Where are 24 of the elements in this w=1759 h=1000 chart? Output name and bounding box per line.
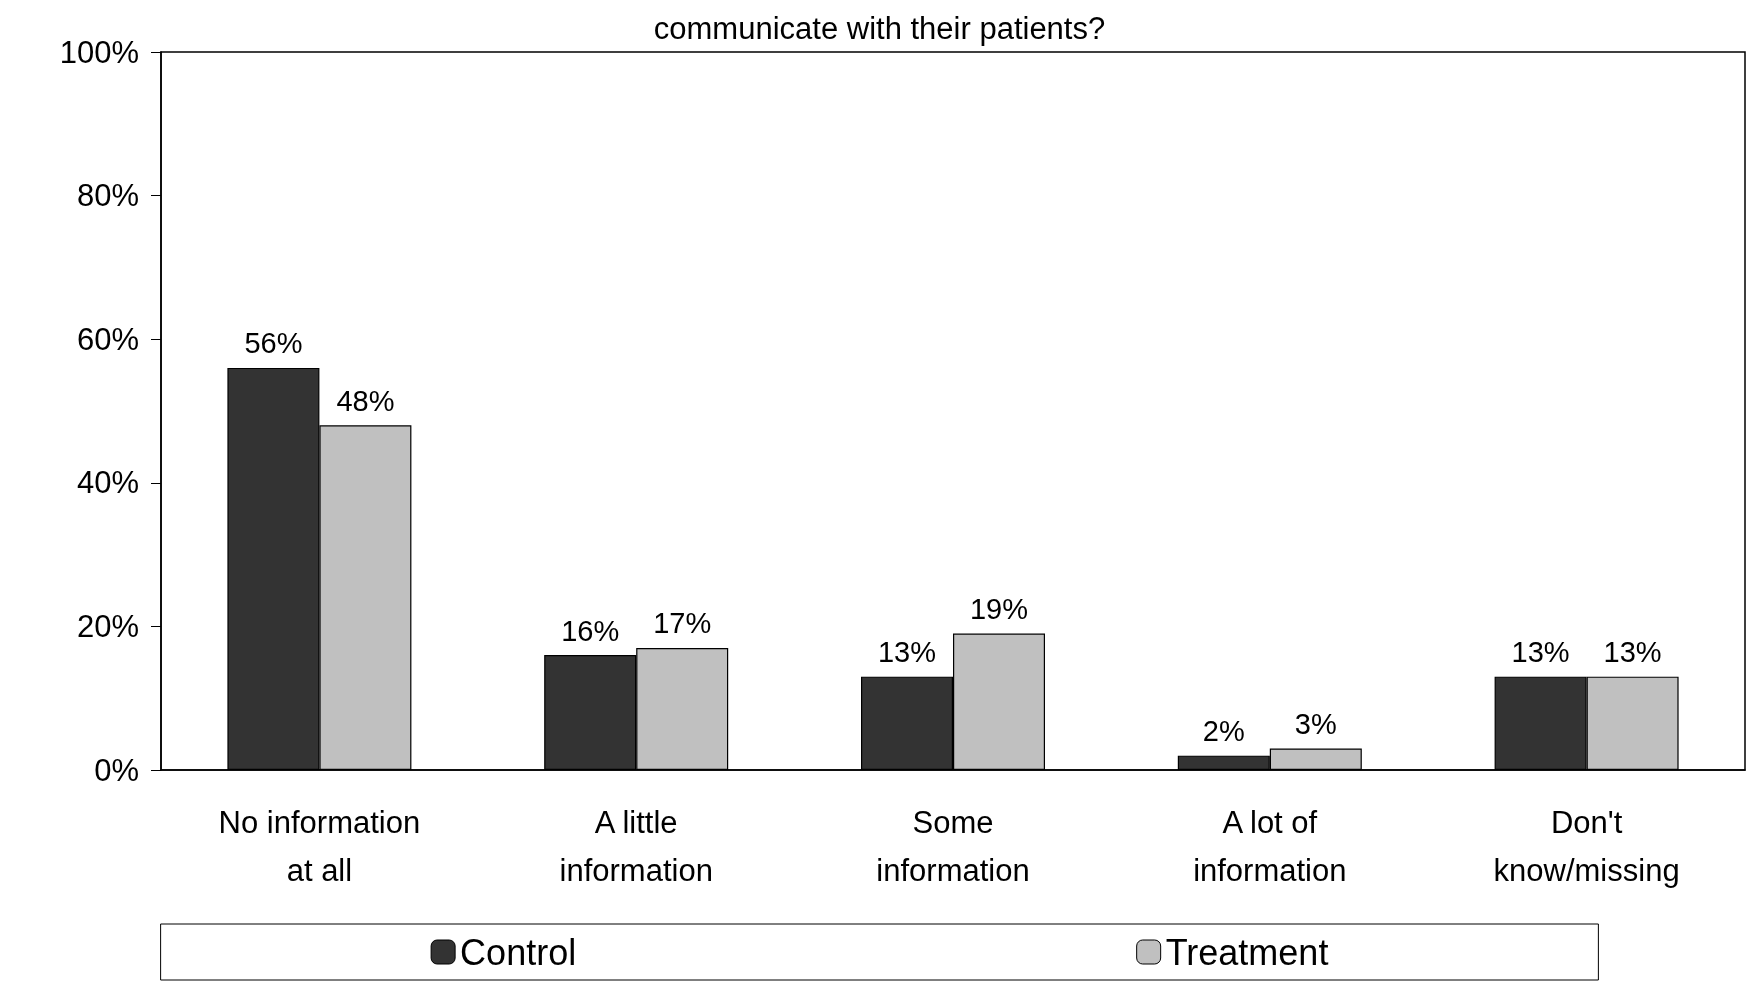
legend-label: Control <box>460 931 577 973</box>
legend-label: Treatment <box>1165 931 1329 973</box>
data-label: 16% <box>561 614 620 647</box>
y-tick-label: 20% <box>76 608 139 644</box>
x-tick-label: A lot of information <box>1193 804 1347 888</box>
data-label: 13% <box>1603 636 1662 669</box>
chart-title: communicate with their patients? <box>653 11 1106 46</box>
data-label: 17% <box>653 607 712 640</box>
y-tick-label: 80% <box>76 178 139 214</box>
y-tick-label: 0% <box>94 752 139 788</box>
y-tick-label: 40% <box>76 465 139 501</box>
y-tick-label: 60% <box>76 321 139 357</box>
data-label: 19% <box>969 593 1029 626</box>
data-label: 48% <box>336 384 395 417</box>
x-tick-label: No information at all <box>218 804 421 888</box>
data-label: 3% <box>1294 707 1337 740</box>
y-tick-label: 100% <box>59 34 139 70</box>
data-label: 56% <box>244 327 303 360</box>
data-label: 13% <box>1511 636 1570 669</box>
data-label: 13% <box>877 636 937 669</box>
data-label: 2% <box>1202 715 1245 748</box>
x-tick-label: A little information <box>559 804 713 888</box>
x-tick-label: Don't know/missing <box>1493 804 1680 888</box>
x-tick-label: Some information <box>876 804 1030 888</box>
